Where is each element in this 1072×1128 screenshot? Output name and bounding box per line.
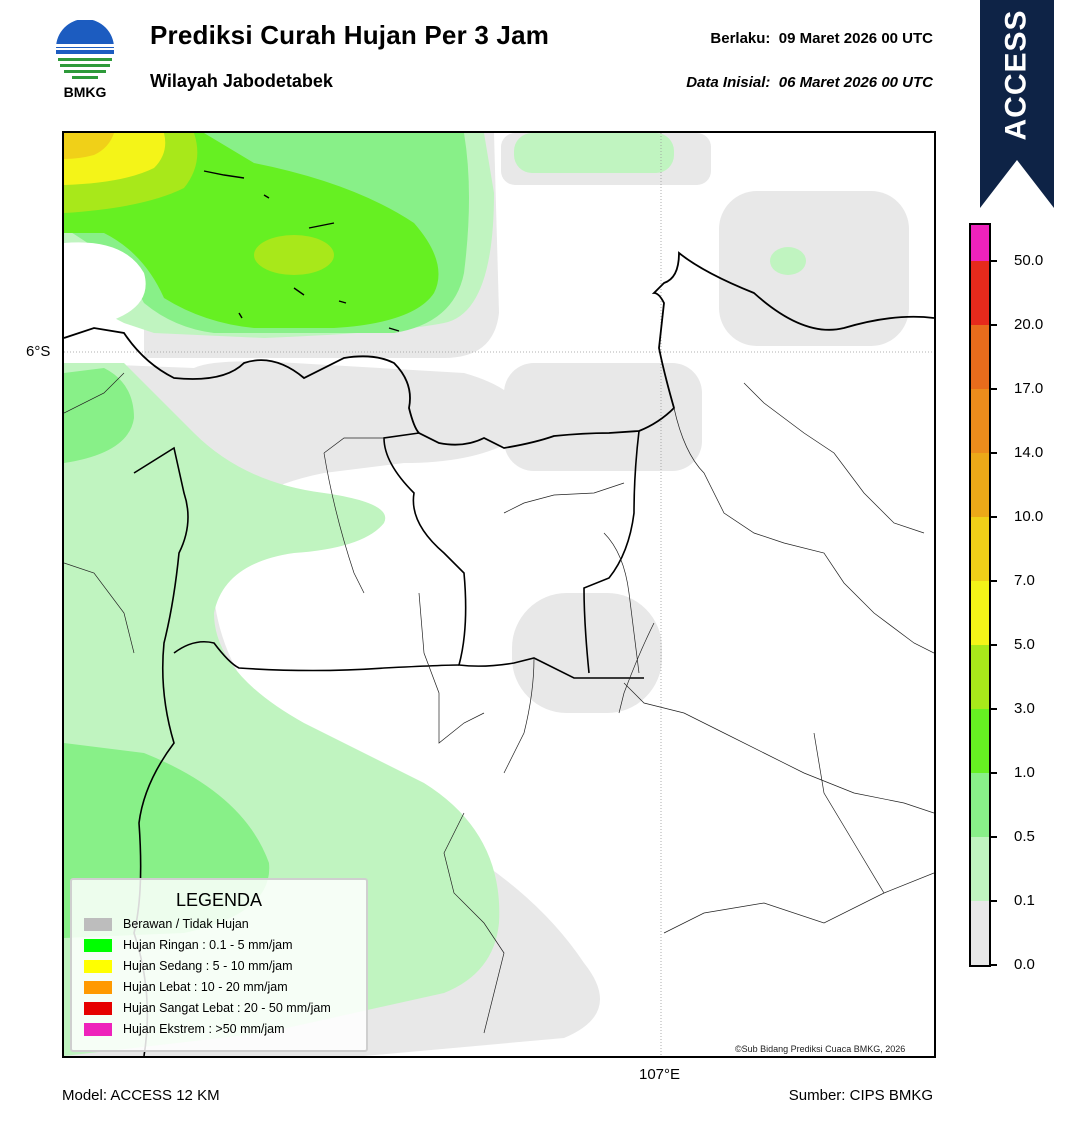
colorbar-tick-label: 0.1 [1014,892,1035,909]
colorbar-segment [971,325,989,389]
bmkg-logo [52,19,118,102]
colorbar-segment [971,645,989,709]
source-info: Sumber: CIPS BMKG [788,1087,933,1104]
colorbar-segment [971,261,989,325]
colorbar-tick [989,900,997,902]
colorbar-segment [971,517,989,581]
colorbar-tick [989,324,997,326]
colorbar-tick-label: 50.0 [1014,252,1044,269]
colorbar-tick-label: 10.0 [1014,508,1044,525]
colorbar-tick-label: 0.0 [1014,956,1035,973]
colorbar-segment [971,389,989,453]
colorbar [969,223,991,967]
latitude-label: 6°S [26,343,51,360]
colorbar-tick [989,260,997,262]
colorbar-tick [989,708,997,710]
colorbar-tick-label: 3.0 [1014,700,1035,717]
map-copyright: ©Sub Bidang Prediksi Cuaca BMKG, 2026 [735,1044,906,1054]
model-badge [980,0,1054,208]
colorbar-tick-label: 1.0 [1014,764,1035,781]
model-info: Model: ACCESS 12 KM [62,1087,220,1104]
legend-label: Hujan Sedang : 5 - 10 mm/jam [123,959,293,973]
colorbar-tick [989,836,997,838]
legend-swatch [84,1001,112,1015]
logo-text: BMKG [63,84,107,100]
colorbar-tick [989,388,997,390]
colorbar-segment [971,581,989,645]
model-badge-label: ACCESS [1000,9,1033,141]
colorbar-segment [971,837,989,901]
page-subtitle: Wilayah Jabodetabek [150,71,333,91]
colorbar-tick-label: 14.0 [1014,444,1044,461]
colorbar-tick-label: 17.0 [1014,380,1044,397]
legend-swatch [84,959,112,973]
legend-label: Hujan Sangat Lebat : 20 - 50 mm/jam [123,1001,331,1015]
colorbar-tick [989,580,997,582]
colorbar-tick-label: 20.0 [1014,316,1044,333]
colorbar-segment [971,453,989,517]
legend-item: Hujan Lebat : 10 - 20 mm/jam [84,979,288,995]
colorbar-segment [971,773,989,837]
init-time: Data Inisial: 06 Maret 2026 00 UTC [686,74,933,91]
colorbar-tick [989,516,997,518]
colorbar-tick [989,772,997,774]
colorbar-segment [971,225,989,261]
legend-item: Hujan Sangat Lebat : 20 - 50 mm/jam [84,1000,331,1016]
legend-item: Hujan Ekstrem : >50 mm/jam [84,1021,285,1037]
legend-label: Hujan Ekstrem : >50 mm/jam [123,1022,285,1036]
page-title: Prediksi Curah Hujan Per 3 Jam [150,20,550,50]
colorbar-tick-label: 0.5 [1014,828,1035,845]
longitude-label: 107°E [639,1066,681,1083]
valid-time: Berlaku: 09 Maret 2026 00 UTC [710,30,933,47]
legend-item: Hujan Ringan : 0.1 - 5 mm/jam [84,937,293,953]
colorbar-segment [971,709,989,773]
legend-label: Hujan Lebat : 10 - 20 mm/jam [123,980,288,994]
legend-label: Hujan Ringan : 0.1 - 5 mm/jam [123,938,293,952]
legend-box: LEGENDA Berawan / Tidak Hujan Hujan Ring… [70,878,368,1052]
colorbar-tick [989,964,997,966]
bmkg-logo-icon [55,19,115,83]
colorbar-segment [971,901,989,965]
legend-swatch [84,1022,112,1036]
colorbar-tick [989,452,997,454]
legend-item: Hujan Sedang : 5 - 10 mm/jam [84,958,293,974]
colorbar-tick-label: 5.0 [1014,636,1035,653]
colorbar-tick-label: 7.0 [1014,572,1035,589]
legend-swatch [84,980,112,994]
legend-title: LEGENDA [175,890,263,910]
legend-swatch [84,917,112,931]
legend-swatch [84,938,112,952]
colorbar-tick [989,644,997,646]
legend-item: Berawan / Tidak Hujan [84,916,249,932]
legend-label: Berawan / Tidak Hujan [123,917,249,931]
